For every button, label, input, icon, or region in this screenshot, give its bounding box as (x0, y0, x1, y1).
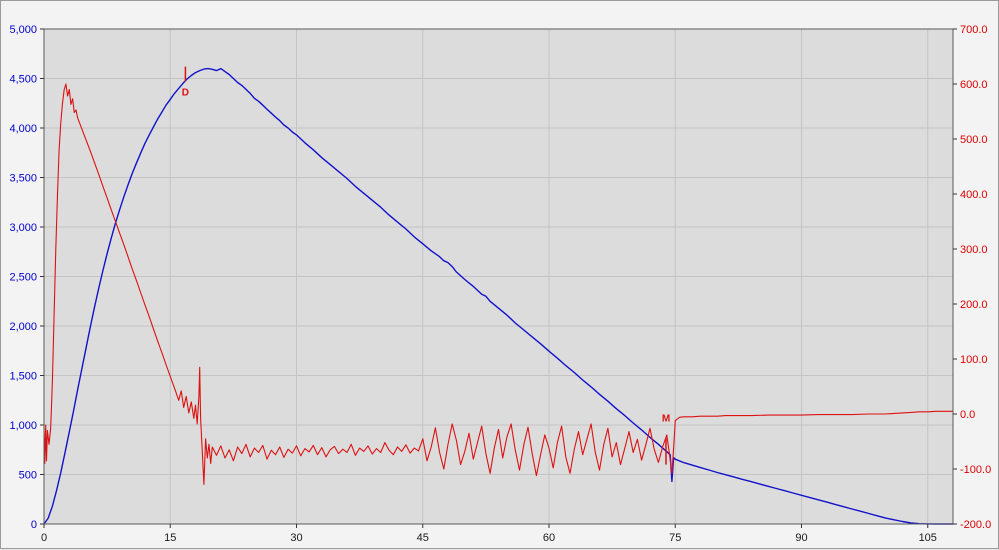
y-left-tick-label: 2,500 (9, 272, 37, 284)
y-left-tick-label: 4,000 (9, 123, 37, 135)
y-right-tick-label: -200.0 (960, 519, 991, 531)
y-right-tick-label: 600.0 (960, 79, 988, 91)
cursor-m-label[interactable]: M (662, 414, 670, 425)
y-left-tick-label: 500 (19, 470, 37, 482)
y-right-tick-label: 700.0 (960, 24, 988, 36)
y-left-tick-label: 2,000 (9, 321, 37, 333)
y-right-tick-label: 300.0 (960, 244, 988, 256)
red-series (43, 83, 954, 485)
y-left-tick-label: 0 (31, 519, 37, 531)
y-left-tick-label: 1,000 (9, 420, 37, 432)
y-right-tick-label: 400.0 (960, 189, 988, 201)
y-left-tick-label: 5,000 (9, 24, 37, 36)
y-left-tick-label: 1,500 (9, 371, 37, 383)
y-right-tick-label: 100.0 (960, 354, 988, 366)
y-right-tick-label: 0.0 (960, 409, 975, 421)
x-tick-label: 60 (543, 532, 555, 544)
x-tick-label: 75 (669, 532, 681, 544)
x-tick-label: 15 (164, 532, 176, 544)
y-right-tick-label: 200.0 (960, 299, 988, 311)
blue-series (43, 67, 954, 525)
x-tick-label: 30 (290, 532, 302, 544)
cursor-d-label[interactable]: D (182, 87, 189, 98)
x-tick-label: 90 (795, 532, 807, 544)
y-left-tick-label: 4,500 (9, 74, 37, 86)
y-right-tick-label: -100.0 (960, 464, 991, 476)
y-left-tick-label: 3,000 (9, 222, 37, 234)
x-tick-label: 45 (417, 532, 429, 544)
x-tick-label: 0 (41, 532, 47, 544)
y-right-tick-label: 500.0 (960, 134, 988, 146)
y-left-tick-label: 3,500 (9, 173, 37, 185)
x-tick-label: 105 (919, 532, 937, 544)
